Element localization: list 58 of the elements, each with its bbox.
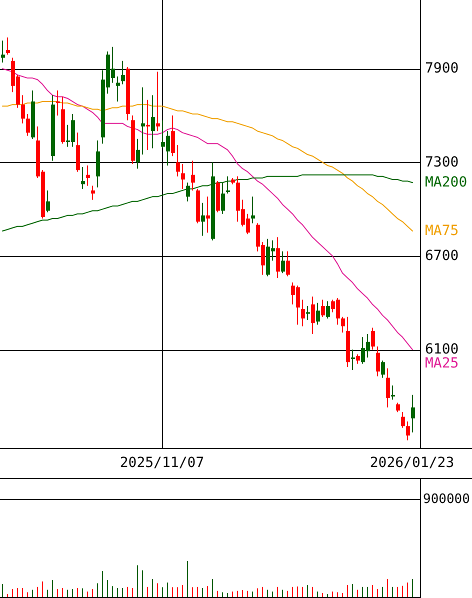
candlestick: [306, 305, 310, 320]
text: 900000: [423, 492, 470, 507]
candlestick: [401, 412, 405, 428]
candlestick: [136, 138, 140, 170]
candlestick: [411, 394, 415, 433]
candlestick: [46, 190, 50, 213]
candlestick: [1, 40, 5, 63]
candlestick: [301, 299, 305, 327]
candlestick: [156, 71, 160, 132]
candlestick: [146, 99, 150, 150]
series-label: MA75: [425, 223, 459, 240]
y-tick-label: 7900: [425, 60, 459, 77]
candlestick: [116, 76, 120, 102]
candlestick: [351, 349, 355, 370]
candlestick: [121, 60, 125, 85]
candlestick: [201, 202, 205, 236]
candlestick: [286, 250, 290, 277]
line-series: [2, 68, 413, 350]
candlestick: [391, 385, 395, 400]
y-tick-label: 7300: [425, 154, 459, 170]
candlestick: [6, 36, 10, 56]
candlestick: [316, 302, 320, 326]
candlestick: [141, 86, 145, 156]
candlestick: [251, 196, 255, 224]
candlestick: [86, 164, 90, 186]
candlestick: [26, 113, 30, 136]
x-tick-label: 2026/01/23: [370, 455, 454, 471]
candlestick: [181, 163, 185, 190]
candlestick: [281, 250, 285, 274]
series-label: MA25: [425, 356, 459, 372]
candlestick: [206, 196, 210, 234]
candlestick: [371, 327, 375, 350]
candlestick: [56, 90, 60, 116]
candlestick: [406, 420, 410, 441]
candlestick: [151, 94, 155, 149]
candlestick: [311, 296, 315, 335]
x-tick-label: 2025/11/07: [120, 455, 204, 471]
candlestick: [376, 346, 380, 377]
candlestick: [276, 236, 280, 278]
candlestick: [171, 115, 175, 157]
candlestick: [91, 185, 95, 200]
candlestick: [381, 360, 385, 378]
candlestick: [81, 166, 85, 190]
candlestick: [191, 160, 195, 191]
candlestick: [341, 316, 345, 333]
y-tick-label: 6100: [425, 342, 459, 358]
line-series: [2, 100, 413, 232]
candlestick: [321, 299, 325, 318]
candlestick: [221, 182, 225, 214]
candlestick: [186, 182, 190, 202]
candlestick: [396, 402, 400, 413]
candlestick: [356, 354, 360, 364]
candlestick: [386, 368, 390, 408]
candlestick: [176, 144, 180, 177]
series-label: MA200: [425, 174, 468, 191]
candlestick: [21, 94, 25, 124]
candlestick: [326, 300, 330, 319]
y-tick-label: 6700: [425, 248, 459, 264]
